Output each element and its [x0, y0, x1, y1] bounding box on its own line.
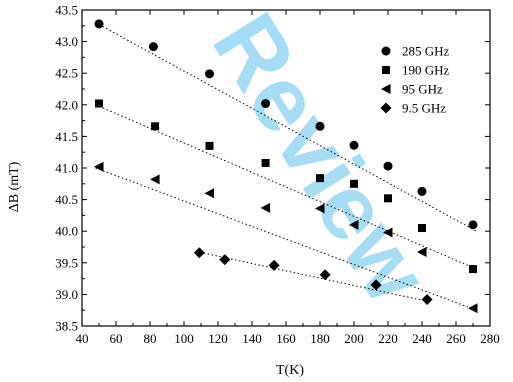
- data-point: [384, 194, 392, 203]
- x-tick-label: 140: [242, 331, 262, 346]
- x-tick-label: 280: [480, 331, 500, 346]
- data-point: [383, 161, 393, 171]
- x-tick-label: 120: [208, 331, 228, 346]
- data-point: [350, 179, 358, 188]
- data-point: [349, 140, 359, 150]
- legend-label: 190 GHz: [402, 63, 450, 78]
- data-points: [94, 19, 478, 314]
- legend-label: 285 GHz: [402, 44, 450, 59]
- data-point: [261, 99, 271, 109]
- fit-line: [95, 104, 477, 270]
- data-point: [94, 19, 104, 29]
- data-point: [94, 161, 104, 172]
- data-point: [151, 122, 160, 131]
- x-tick-label: 180: [310, 331, 330, 346]
- x-tick-label: 60: [110, 331, 123, 346]
- data-point: [315, 203, 325, 214]
- legend: 285 GHz 190 GHz 95 GHz 9.5 GHz: [380, 44, 450, 116]
- data-point: [349, 219, 359, 230]
- legend-marker: [382, 66, 390, 74]
- data-point: [370, 279, 382, 291]
- x-tick-label: 160: [276, 331, 296, 346]
- legend-marker: [380, 102, 392, 114]
- y-tick-label: 39.5: [55, 255, 78, 270]
- data-point: [150, 174, 160, 185]
- x-tick-label: 240: [412, 331, 432, 346]
- x-tick-label: 40: [76, 331, 89, 346]
- data-point: [316, 174, 324, 183]
- y-tick-label: 38.5: [55, 319, 78, 334]
- y-tick-label: 42.5: [55, 66, 78, 81]
- y-tick-label: 40.5: [55, 192, 78, 207]
- data-point: [261, 158, 270, 167]
- x-tick-label: 100: [174, 331, 194, 346]
- data-point: [421, 293, 433, 305]
- x-axis-title: T(K): [276, 363, 304, 378]
- y-tick-label: 43.0: [55, 34, 78, 49]
- data-point: [204, 188, 214, 199]
- data-point: [95, 99, 103, 108]
- x-tick-label: 200: [344, 331, 364, 346]
- data-point: [268, 259, 280, 271]
- y-tick-label: 40.0: [55, 224, 78, 239]
- data-point: [205, 141, 214, 150]
- data-point: [205, 69, 214, 79]
- data-point: [469, 265, 477, 274]
- y-tick-label: 39.0: [55, 287, 78, 302]
- axes: 40 60 80 100 120 140 160 180 200 220 240 260 280 38.5…: [55, 3, 500, 347]
- x-tick-label: 80: [144, 331, 157, 346]
- legend-marker: [381, 84, 391, 94]
- y-tick-label: 41.5: [55, 129, 78, 144]
- y-tick-label: 43.5: [55, 3, 78, 18]
- x-tick-label: 220: [378, 331, 398, 346]
- data-point: [468, 303, 478, 314]
- data-point: [418, 224, 426, 233]
- y-tick-label: 42.0: [55, 97, 78, 112]
- fit-lines: [95, 22, 477, 311]
- fit-line: [95, 22, 477, 232]
- data-point: [219, 254, 231, 266]
- x-tick-label: 260: [446, 331, 466, 346]
- y-tick-label: 41.0: [55, 161, 78, 176]
- data-point: [383, 227, 393, 238]
- legend-label: 95 GHz: [402, 82, 443, 97]
- data-point: [417, 186, 427, 196]
- data-point: [148, 42, 158, 52]
- data-point: [315, 121, 325, 131]
- data-point: [260, 202, 271, 213]
- legend-marker: [381, 46, 391, 56]
- data-point: [417, 247, 427, 258]
- data-point: [468, 220, 478, 230]
- legend-label: 9.5 GHz: [402, 101, 446, 116]
- y-axis-title: ΔB (mT): [7, 161, 22, 212]
- data-point: [193, 247, 205, 259]
- data-point: [319, 269, 331, 281]
